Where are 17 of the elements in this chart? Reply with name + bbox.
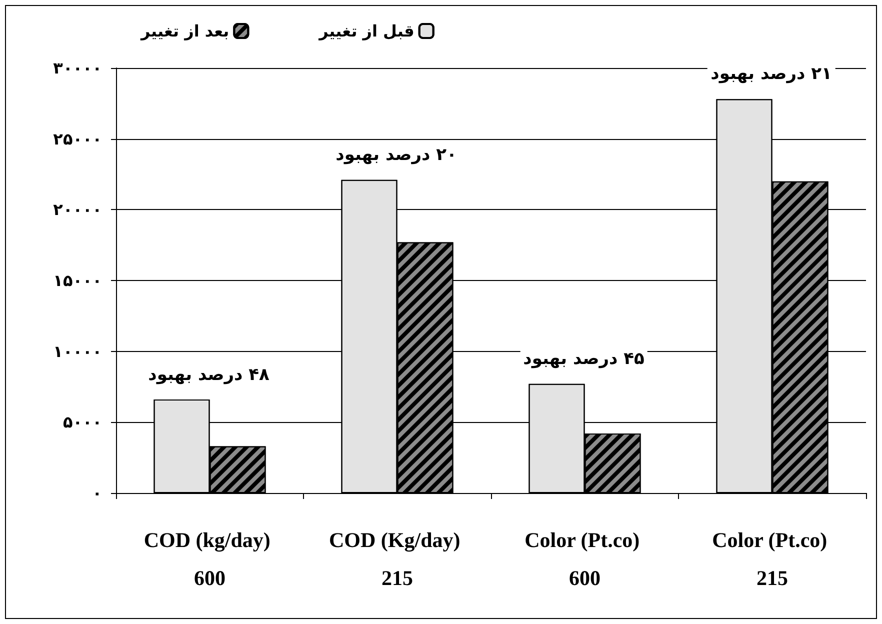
y-tick-label: ۵۰۰۰: [62, 412, 102, 432]
annotation: ۴۵ درصد بهبود: [520, 348, 648, 369]
y-tick-label: ۳۰۰۰۰: [53, 58, 102, 78]
y-tick-label: ۱۰۰۰۰: [53, 342, 102, 361]
y-tick-label: ۱۵۰۰۰: [53, 271, 102, 290]
x-tick-label: COD (Kg/day) 215: [329, 528, 466, 590]
y-tick-label: ۲۵۰۰۰: [53, 129, 102, 148]
x-tick-label: Color (Pt.co) 600: [524, 528, 645, 590]
annotation: ۴۸ درصد بهبود: [145, 364, 272, 384]
legend-label: بعد از تغییر: [140, 22, 230, 40]
y-tick-label: ۲۰۰۰۰: [53, 200, 102, 220]
legend-label: قبل از تغییر: [318, 22, 414, 40]
y-tick-label: ۰: [92, 484, 102, 502]
x-tick-label: COD (kg/day) 600: [144, 528, 276, 590]
annotation: ۲۰ درصد بهبود: [332, 144, 460, 165]
x-tick-label: Color (Pt.co) 215: [712, 528, 832, 590]
annotation: ۲۱ درصد بهبود: [708, 64, 835, 84]
